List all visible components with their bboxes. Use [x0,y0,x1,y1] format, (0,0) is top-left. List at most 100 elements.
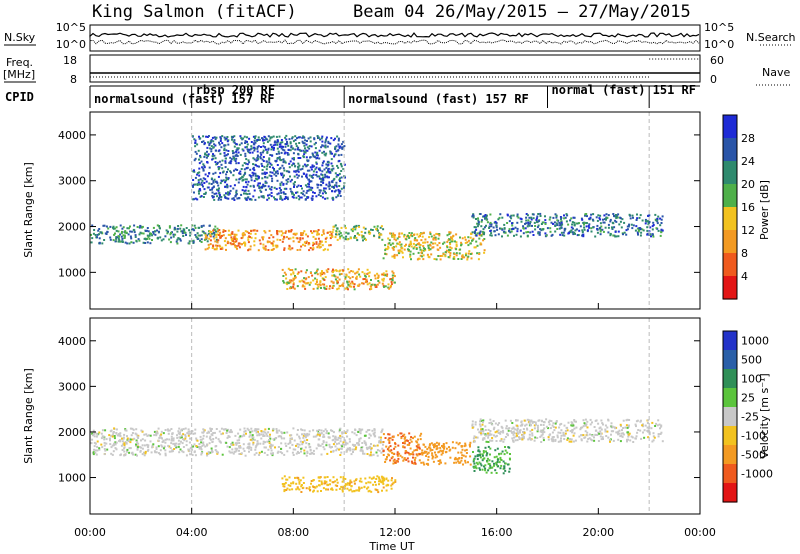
echo-cell [607,418,610,421]
echo-cell [199,195,202,198]
echo-cell [206,444,208,447]
echo-cell [366,280,368,283]
echo-cell [164,429,167,431]
echo-cell [270,191,273,194]
echo-cell [321,151,324,154]
echo-cell [168,445,171,448]
echo-cell [339,427,342,430]
echo-cell [339,162,342,165]
echo-cell [331,152,333,155]
echo-cell [241,232,244,235]
echo-cell [326,197,329,200]
echo-cell [477,446,480,449]
echo-cell [503,453,506,456]
echo-cell [162,447,165,450]
echo-cell [335,488,338,491]
echo-cell [193,224,196,227]
echo-cell [299,168,302,171]
echo-cell [591,434,594,437]
echo-cell [211,441,214,443]
echo-cell [245,192,247,195]
echo-cell [241,236,244,239]
echo-cell [284,442,287,445]
echo-cell [627,438,629,441]
echo-cell [423,451,426,454]
echo-cell [651,233,654,236]
echo-cell [562,433,565,436]
echo-cell [391,242,394,245]
nave-label: Nave [762,66,790,79]
echo-cell [345,274,348,277]
echo-cell [114,240,117,243]
echo-cell [214,161,217,163]
echo-cell [339,180,342,182]
echo-cell [348,280,351,283]
echo-cell [596,231,599,234]
echo-cell [325,183,328,186]
echo-cell [510,430,512,433]
echo-cell [546,227,549,230]
echo-cell [373,428,376,431]
echo-cell [326,248,329,251]
echo-cell [502,472,505,475]
echo-cell [293,157,295,160]
echo-cell [397,434,400,437]
echo-cell [246,163,249,166]
echo-cell [94,234,97,236]
echo-cell [337,287,340,290]
echo-cell [403,248,406,251]
echo-cell [105,442,108,445]
echo-cell [189,231,192,234]
echo-cell [282,183,285,186]
echo-cell [412,456,414,459]
echo-cell [199,178,202,181]
echo-cell [268,157,271,160]
echo-cell [420,432,423,435]
echo-cell [240,193,243,196]
echo-cell [309,140,312,143]
echo-cell [112,444,115,447]
echo-cell [237,432,240,435]
echo-cell [260,162,263,165]
echo-cell [413,462,415,465]
echo-cell [387,245,389,248]
echo-cell [266,454,269,456]
echo-cell [306,185,309,188]
echo-cell [144,452,147,455]
echo-cell [660,425,663,428]
echo-cell [497,465,500,468]
echo-cell [524,222,526,225]
echo-cell [612,430,615,433]
echo-cell [511,427,514,430]
echo-cell [279,143,281,146]
echo-cell [263,446,266,449]
echo-cell [600,432,603,435]
echo-region [382,432,423,465]
echo-cell [291,136,294,139]
echo-cell [261,158,264,161]
echo-cell [607,214,610,217]
echo-cell [274,244,277,247]
echo-cell [225,173,228,176]
echo-cell [397,249,400,252]
echo-cell [380,451,383,454]
echo-cell [306,235,309,238]
echo-cell [586,215,588,218]
echo-cell [377,276,380,279]
echo-cell [487,445,490,448]
echo-cell [160,430,163,433]
echo-cell [355,226,358,229]
echo-cell [474,246,477,249]
echo-cell [279,239,282,241]
echo-cell [200,234,203,237]
echo-cell [176,436,179,439]
echo-cell [109,430,112,433]
echo-cell [136,226,139,228]
echo-cell [209,147,212,150]
echo-cell [597,440,600,442]
echo-cell [361,236,364,239]
echo-cell [549,227,552,230]
echo-cell [248,235,251,238]
echo-cell [238,143,241,146]
echo-cell [306,196,309,198]
